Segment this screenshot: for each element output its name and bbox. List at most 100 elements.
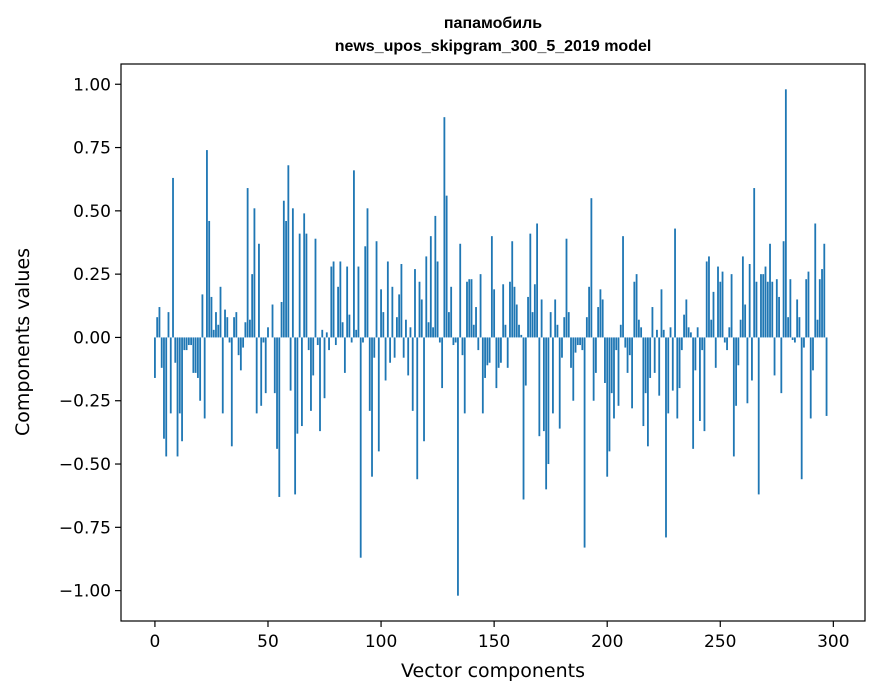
bar-220 — [651, 307, 654, 338]
chart-title-line-1: папамобиль — [444, 15, 542, 32]
bar-23 — [206, 150, 208, 338]
x-tick-label: 300 — [817, 632, 849, 652]
y-tick-label: −0.50 — [59, 455, 111, 475]
bar-13 — [183, 337, 186, 351]
bar-73 — [319, 337, 321, 432]
bar-86 — [348, 314, 351, 338]
bar-5 — [165, 337, 168, 457]
bar-142 — [475, 307, 477, 338]
bar-270 — [764, 266, 767, 338]
bar-186 — [574, 337, 577, 353]
bar-53 — [273, 337, 276, 394]
bar-172 — [542, 337, 545, 432]
bar-258 — [737, 337, 740, 366]
bar-293 — [816, 319, 819, 338]
bar-219 — [649, 337, 652, 378]
bar-44 — [253, 208, 256, 338]
y-tick-label: 1.00 — [73, 75, 111, 95]
bar-58 — [285, 220, 287, 338]
bar-115 — [414, 269, 416, 338]
bar-103 — [386, 261, 389, 338]
bar-144 — [479, 274, 482, 338]
bar-153 — [500, 337, 502, 363]
bar-223 — [658, 337, 661, 396]
bar-72 — [316, 337, 319, 346]
bar-3 — [160, 337, 163, 368]
bar-266 — [755, 281, 758, 338]
bar-183 — [567, 312, 570, 338]
bar-152 — [497, 337, 500, 368]
bar-199 — [604, 337, 606, 384]
bar-290 — [809, 337, 812, 419]
bar-249 — [717, 266, 719, 338]
bar-214 — [637, 319, 640, 338]
x-tick-label: 100 — [365, 632, 397, 652]
bar-80 — [334, 337, 337, 346]
bar-160 — [515, 304, 518, 338]
bar-68 — [307, 337, 310, 351]
bar-15 — [187, 337, 190, 346]
bar-74 — [321, 329, 324, 338]
bar-34 — [230, 337, 233, 447]
bar-150 — [493, 289, 496, 338]
bar-143 — [477, 337, 480, 351]
bar-125 — [436, 261, 439, 338]
y-axis-label: Components values — [12, 248, 34, 436]
bar-228 — [669, 327, 672, 338]
bar-69 — [310, 337, 312, 411]
bar-200 — [606, 337, 609, 477]
x-tick-label: 150 — [478, 632, 510, 652]
bar-242 — [701, 337, 704, 351]
bar-245 — [708, 256, 710, 338]
bar-27 — [215, 312, 217, 338]
x-axis-ticks: 0 50 100 150 200 250 300 — [150, 621, 850, 652]
bar-278 — [782, 241, 785, 338]
bar-180 — [561, 337, 563, 358]
bar-295 — [821, 269, 823, 338]
bar-185 — [572, 337, 575, 401]
y-axis-ticks: −1.00 −0.75 −0.50 −0.25 0.00 0.25 0.50 0.75 1.00 — [59, 75, 121, 602]
bar-221 — [653, 337, 656, 373]
bar-66 — [303, 213, 306, 338]
bar-154 — [502, 284, 505, 338]
bar-64 — [298, 233, 301, 338]
bar-43 — [251, 274, 254, 338]
bar-123 — [432, 327, 434, 338]
bar-140 — [470, 279, 473, 338]
bar-285 — [798, 317, 801, 338]
bar-155 — [504, 324, 507, 338]
bar-94 — [366, 208, 369, 338]
bar-121 — [427, 322, 430, 338]
bar-259 — [739, 319, 742, 338]
bar-260 — [741, 256, 744, 338]
bar-177 — [554, 299, 557, 338]
bar-139 — [468, 279, 471, 338]
bar-96 — [371, 337, 373, 477]
bar-50 — [267, 327, 269, 338]
bar-9 — [174, 337, 177, 363]
bar-230 — [674, 228, 676, 338]
bar-208 — [624, 337, 627, 348]
bar-197 — [599, 289, 602, 338]
bar-132 — [452, 337, 455, 346]
bar-4 — [163, 337, 165, 439]
bar-2 — [158, 307, 161, 338]
bar-181 — [563, 317, 566, 338]
bar-133 — [454, 337, 457, 343]
bar-179 — [558, 337, 561, 429]
bar-130 — [448, 312, 450, 338]
bar-48 — [262, 337, 265, 343]
bar-76 — [325, 332, 328, 338]
bar-212 — [633, 281, 636, 338]
bar-175 — [549, 312, 552, 338]
bar-149 — [490, 236, 493, 338]
bar-111 — [405, 319, 407, 338]
bar-296 — [823, 243, 826, 338]
bar-35 — [233, 317, 235, 338]
bar-146 — [484, 337, 486, 378]
y-tick-label: 0.25 — [73, 265, 111, 285]
bar-262 — [746, 337, 749, 404]
bar-244 — [705, 261, 708, 338]
bar-8 — [172, 177, 174, 338]
bar-207 — [622, 236, 624, 338]
